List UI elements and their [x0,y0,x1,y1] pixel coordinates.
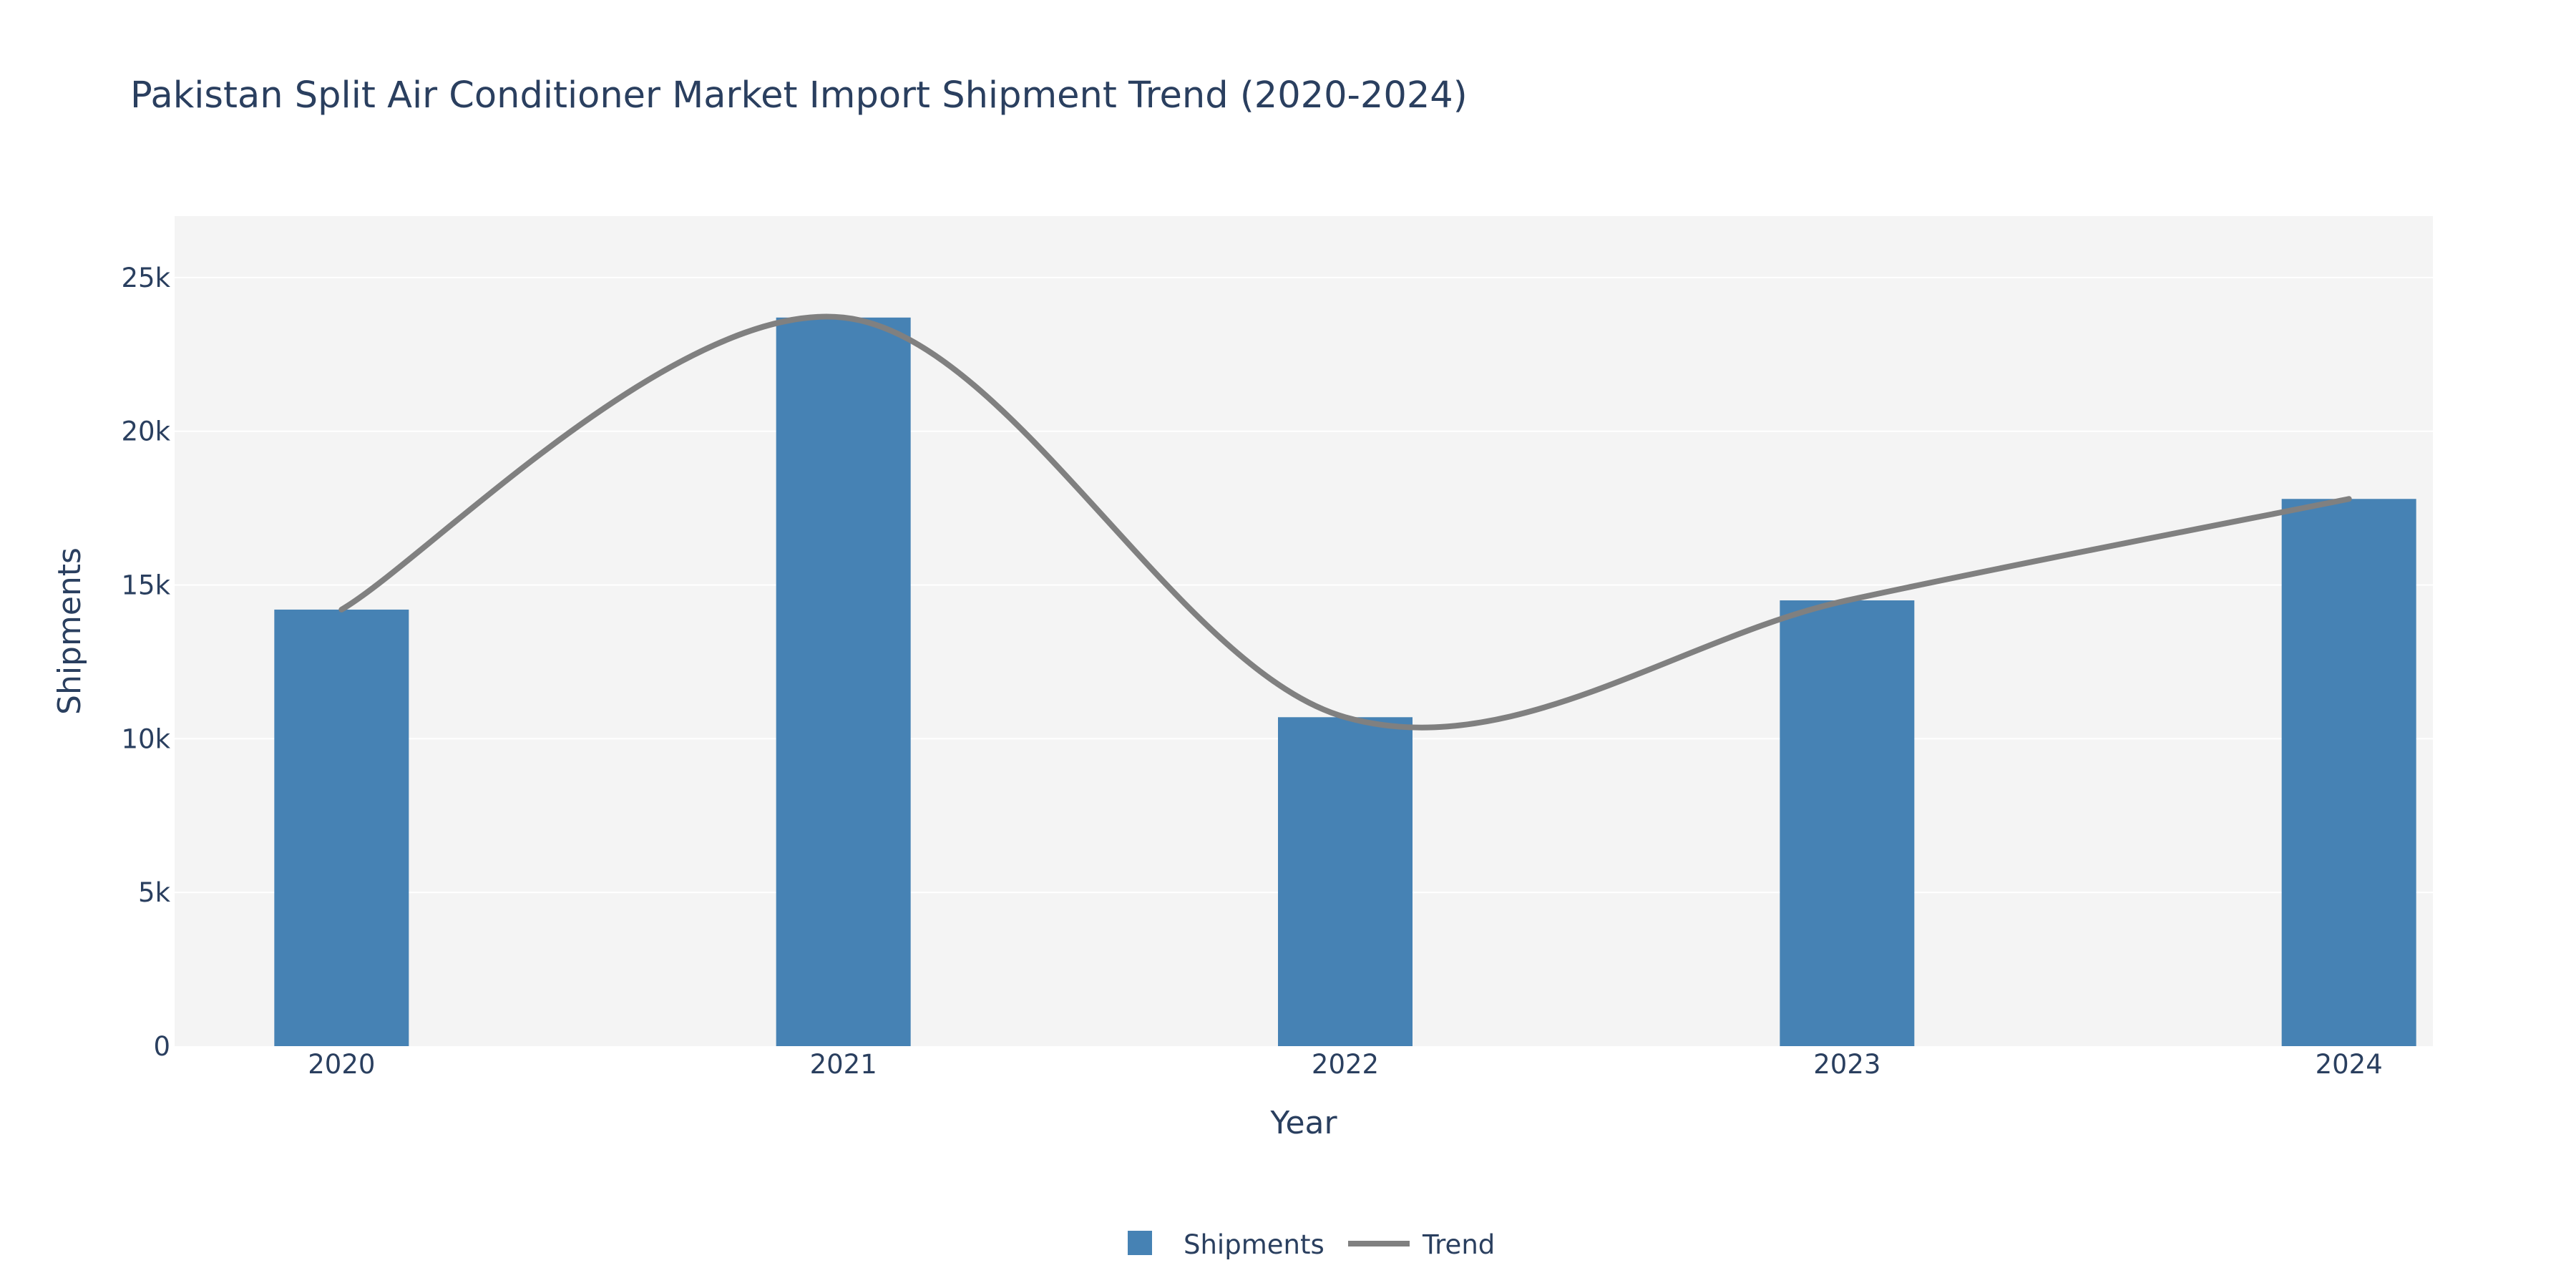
x-axis-ticks: 2020 2021 2022 2023 2024 [308,1049,2383,1080]
y-tick-label: 5k [138,877,171,908]
y-tick-label: 20k [121,416,170,447]
y-axis-title: Shipments [52,547,88,715]
x-tick-label: 2023 [1813,1049,1880,1080]
legend[interactable]: Shipments Trend [1128,1229,1495,1260]
legend-swatch-shipments[interactable] [1128,1231,1152,1255]
x-tick-label: 2020 [308,1049,375,1080]
legend-label-trend[interactable]: Trend [1422,1229,1495,1260]
legend-label-shipments[interactable]: Shipments [1184,1229,1324,1260]
y-tick-label: 10k [121,723,170,754]
bar-2023[interactable] [1780,600,1915,1046]
x-tick-label: 2022 [1312,1049,1379,1080]
y-axis-ticks: 0 5k 10k 15k 20k 25k [121,263,170,1062]
x-tick-label: 2024 [2316,1049,2383,1080]
bar-series[interactable] [274,317,2416,1046]
y-tick-label: 15k [121,570,170,601]
y-tick-label: 25k [121,263,170,293]
chart-title: Pakistan Split Air Conditioner Market Im… [130,74,1468,117]
y-tick-label: 0 [153,1031,170,1062]
bar-2020[interactable] [274,609,409,1046]
x-axis-title: Year [1269,1105,1337,1141]
bar-2022[interactable] [1278,717,1413,1046]
x-tick-label: 2021 [810,1049,877,1080]
bar-2021[interactable] [776,317,911,1046]
bar-2024[interactable] [2281,499,2416,1046]
trend-line[interactable] [338,313,2352,731]
